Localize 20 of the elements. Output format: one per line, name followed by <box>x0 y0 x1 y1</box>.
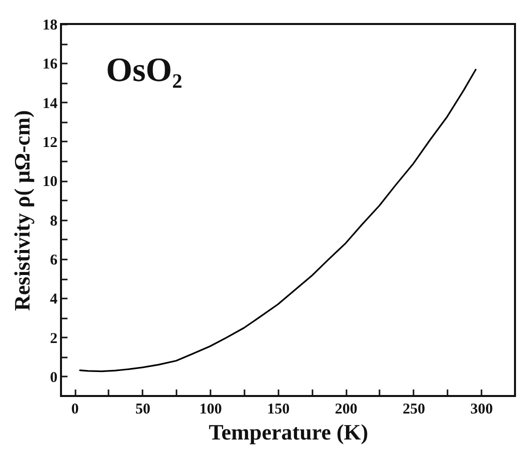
x-tick-label: 0 <box>71 402 79 418</box>
y-tick-label: 12 <box>42 134 58 151</box>
x-axis-title: Temperature (K) <box>208 420 368 444</box>
y-tick-label: 2 <box>50 330 58 347</box>
y-tick-label: 14 <box>42 96 58 112</box>
annotation: OsO₂ <box>106 52 182 89</box>
x-tick-label: 50 <box>135 402 150 418</box>
y-tick-label: 4 <box>50 292 58 308</box>
y-axis-title: Resistivity ρ( μΩ-cm) <box>10 110 34 311</box>
y-tick-label: 10 <box>42 174 58 190</box>
x-tick-label: 300 <box>470 402 493 418</box>
y-tick-label: 18 <box>42 18 58 34</box>
x-tick-label: 200 <box>334 402 358 418</box>
y-tick-label: 16 <box>42 56 58 73</box>
x-tick-label: 250 <box>402 402 426 418</box>
y-tick-label: 8 <box>50 213 58 230</box>
x-tick-label: 150 <box>267 402 290 418</box>
y-tick-label: 0 <box>50 370 58 386</box>
x-tick-label: 100 <box>199 402 222 418</box>
y-tick-label: 6 <box>50 252 58 268</box>
